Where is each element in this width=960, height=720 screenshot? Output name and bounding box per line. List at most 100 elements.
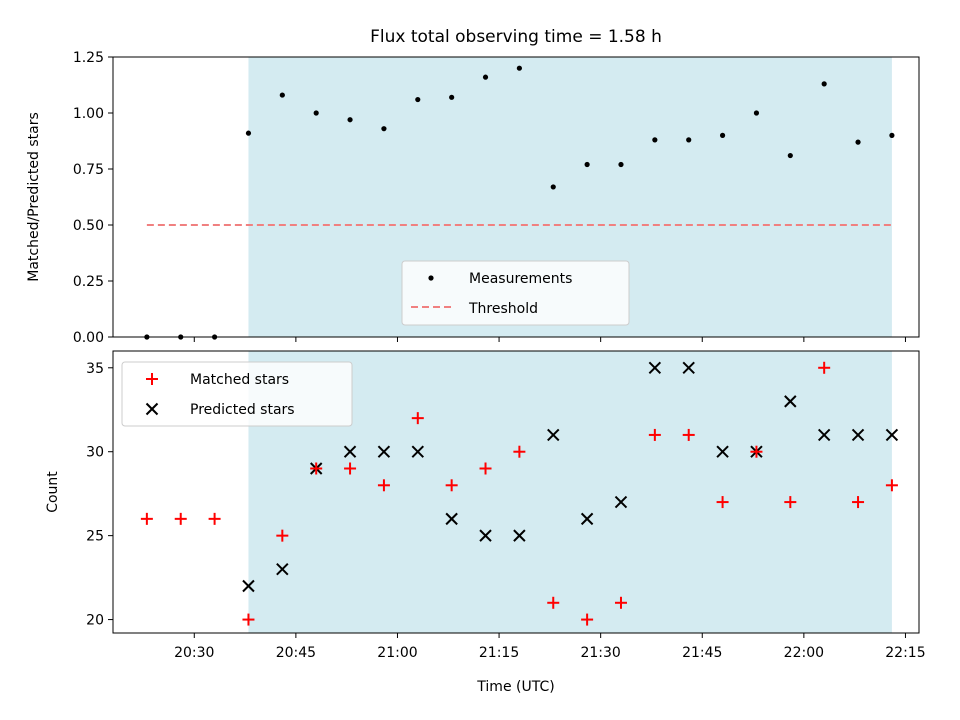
bottom-legend: Matched stars Predicted stars: [121, 361, 353, 427]
bottom-y-axis-label: Count: [45, 471, 61, 513]
matched-star-point: [547, 596, 560, 609]
measurement-point: [550, 184, 556, 190]
predicted-star-point: [242, 579, 255, 593]
predicted-star-point: [547, 428, 560, 442]
count-points: [140, 361, 899, 626]
matched-star-point: [479, 462, 492, 475]
measurement-point: [482, 74, 489, 80]
y-tick-label: 25: [86, 529, 104, 545]
bottom-legend-box: [121, 361, 353, 427]
measurement-point: [889, 132, 895, 138]
matched-star-point: [682, 428, 695, 441]
x-tick-label: 20:45: [276, 645, 316, 661]
top-panel: Flux total observing time = 1.58 h 0.000…: [26, 27, 920, 346]
measurement-point: [313, 110, 319, 116]
predicted-star-point: [851, 428, 865, 442]
matched-star-point: [377, 479, 390, 492]
matched-star-point: [716, 496, 729, 509]
measurement-point: [855, 139, 861, 145]
predicted-star-point: [580, 512, 594, 526]
predicted-star-point: [276, 563, 289, 576]
matched-star-point: [445, 479, 458, 492]
measurement-point: [719, 132, 726, 138]
matched-star-point: [885, 479, 898, 492]
matched-star-point: [242, 613, 255, 626]
predicted-star-point: [479, 529, 492, 542]
y-tick-label: 1.25: [73, 50, 104, 66]
predicted-star-point: [513, 529, 526, 542]
bottom-x-ticks: 20:30 20:45 21:00 21:15 21:30 21:45 22:00 22:15: [174, 633, 926, 661]
predicted-star-point: [885, 428, 899, 442]
legend-measurements: Measurements: [469, 271, 572, 287]
x-tick-label: 21:00: [377, 645, 417, 661]
matched-star-point: [174, 512, 187, 525]
measurement-points: [144, 65, 895, 340]
measurement-point: [381, 126, 387, 132]
predicted-star-point: [377, 445, 391, 458]
y-tick-label: 0.00: [73, 330, 104, 346]
matched-star-point: [344, 462, 357, 475]
y-tick-label: 30: [86, 445, 104, 461]
measurement-point: [279, 92, 285, 98]
y-tick-label: 0.75: [73, 162, 104, 178]
measurement-point: [618, 161, 624, 168]
measurement-point: [584, 161, 590, 168]
predicted-star-point: [445, 512, 458, 526]
bottom-axes-frame: [112, 350, 920, 634]
legend-dot-marker: [428, 275, 434, 281]
legend-x-marker: [145, 402, 159, 416]
measurement-point: [516, 65, 522, 71]
matched-star-point: [310, 462, 323, 475]
legend-predicted-stars: Predicted stars: [190, 402, 295, 418]
predicted-star-point: [682, 361, 695, 374]
predicted-star-point: [614, 495, 628, 509]
matched-star-point: [648, 428, 661, 441]
y-tick-label: 0.25: [73, 274, 104, 290]
measurement-point: [753, 110, 760, 116]
legend-threshold: Threshold: [468, 301, 538, 317]
predicted-star-point: [648, 361, 662, 374]
matched-star-point: [818, 361, 831, 374]
x-tick-label: 21:30: [580, 645, 620, 661]
y-tick-label: 0.50: [73, 218, 104, 234]
matched-star-point: [750, 445, 763, 458]
predicted-star-point: [784, 395, 797, 408]
measurement-point: [449, 94, 455, 100]
x-tick-label: 22:00: [784, 645, 824, 661]
measurement-point: [652, 137, 658, 143]
measurement-point: [245, 130, 252, 136]
measurement-point: [821, 81, 827, 87]
top-legend-box: [401, 260, 630, 326]
predicted-star-point: [716, 445, 729, 458]
predicted-star-point: [817, 428, 831, 442]
x-tick-label: 21:45: [682, 645, 722, 661]
legend-x-glyph: [145, 402, 159, 416]
top-legend: Measurements Threshold: [401, 260, 630, 326]
y-tick-label: 35: [86, 361, 104, 377]
predicted-star-point: [411, 445, 424, 458]
measurement-point: [686, 137, 692, 143]
measurement-point: [347, 117, 353, 123]
predicted-star-point: [343, 445, 357, 458]
y-tick-label: 1.00: [73, 106, 104, 122]
legend-matched-stars: Matched stars: [190, 372, 289, 388]
x-tick-label: 22:15: [885, 645, 925, 661]
x-tick-label: 21:15: [479, 645, 519, 661]
matched-star-point: [614, 596, 627, 609]
matched-star-point: [852, 496, 865, 509]
top-x-ticks: [193, 337, 906, 342]
bottom-shaded-span: [248, 351, 892, 633]
matched-star-point: [140, 512, 153, 525]
legend-plus-glyph: [146, 373, 158, 385]
matched-star-point: [276, 529, 289, 542]
y-tick-label: 20: [86, 613, 104, 629]
matched-star-point: [513, 445, 526, 458]
matched-star-point: [208, 512, 221, 525]
x-tick-label: 20:30: [174, 645, 214, 661]
top-y-ticks: 0.00 0.25 0.50 0.75 1.00 1.25: [73, 50, 113, 346]
measurement-point: [415, 96, 421, 103]
matched-star-point: [411, 412, 424, 425]
measurement-point: [787, 152, 793, 159]
